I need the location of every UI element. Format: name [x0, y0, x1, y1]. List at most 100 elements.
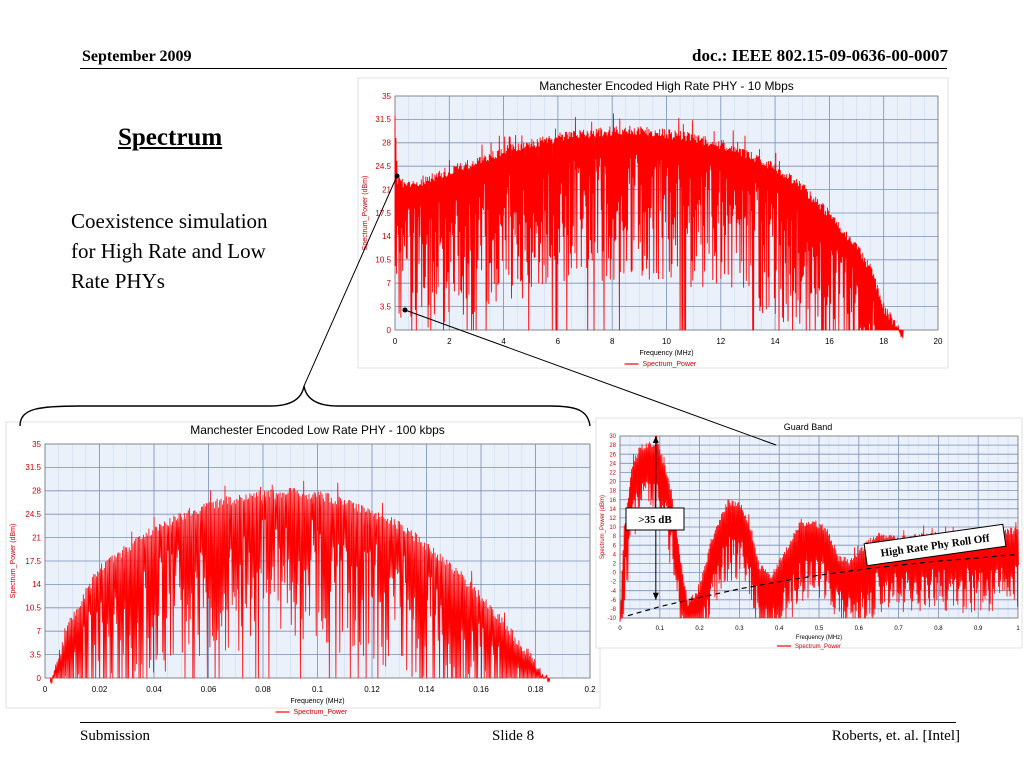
x-tick-label: 0.2 [584, 685, 596, 694]
y-axis-label: Spectrum_Power (dBm) [600, 495, 606, 559]
y-tick-label: 20 [609, 480, 616, 486]
y-tick-label: 22 [609, 471, 616, 477]
y-tick-label: 28 [32, 487, 41, 496]
body-line: Rate PHYs [71, 269, 165, 293]
y-tick-label: 14 [609, 507, 616, 513]
y-tick-label: 0 [613, 571, 617, 577]
x-tick-label: 0.6 [855, 626, 864, 632]
x-tick-label: 0.12 [364, 685, 380, 694]
y-tick-label: 31.5 [25, 463, 41, 472]
x-tick-label: 0.18 [528, 685, 544, 694]
x-tick-label: 0.14 [419, 685, 435, 694]
x-tick-label: 0.4 [775, 626, 784, 632]
y-tick-label: 35 [382, 92, 391, 101]
x-tick-label: 10 [662, 337, 671, 346]
x-tick-label: 18 [879, 337, 888, 346]
y-tick-label: 17.5 [25, 557, 41, 566]
header-rule [80, 68, 947, 69]
y-tick-label: 3.5 [30, 650, 42, 659]
db-callout-label: >35 dB [638, 514, 672, 526]
y-axis-label: Spectrum_Power (dBm) [362, 176, 369, 251]
y-tick-label: 2 [613, 562, 617, 568]
x-tick-label: 0.1 [312, 685, 324, 694]
x-tick-label: 6 [556, 337, 561, 346]
x-tick-label: 20 [934, 337, 943, 346]
y-tick-label: -10 [607, 616, 616, 622]
y-tick-label: 14 [32, 580, 41, 589]
y-tick-label: 0 [387, 326, 392, 335]
chart-1: 0 2 4 6 8 10 12 14 16 18 20 0 3.5 7 10.5 14 17.5 21 24.5 28… [357, 77, 949, 369]
x-tick-label: 2 [447, 337, 452, 346]
x-tick-label: 0.8 [934, 626, 943, 632]
y-tick-label: 14 [382, 232, 391, 241]
y-tick-label: 21 [32, 533, 41, 542]
x-tick-label: 0 [618, 626, 622, 632]
footer-center: Slide 8 [492, 728, 535, 744]
x-tick-label: 0.08 [255, 685, 271, 694]
chart-title: Manchester Encoded High Rate PHY - 10 Mb… [539, 79, 794, 93]
legend-label: Spectrum_Power [294, 709, 348, 716]
y-tick-label: 7 [37, 627, 42, 636]
y-tick-label: -2 [611, 580, 617, 586]
x-tick-label: 0 [43, 685, 48, 694]
y-tick-label: -8 [611, 607, 617, 613]
legend-label: Spectrum_Power [795, 644, 841, 650]
x-tick-label: 1 [1016, 626, 1020, 632]
slide-body: Coexistence simulation for High Rate and… [71, 206, 321, 296]
db-callout-box [625, 507, 685, 531]
y-tick-label: 10.5 [25, 604, 41, 613]
arrowhead-down-icon [652, 592, 659, 600]
y-tick-label: 30 [609, 434, 616, 440]
arrowhead-up-icon [652, 436, 659, 443]
y-tick-label: 3.5 [380, 302, 392, 311]
x-tick-label: 16 [825, 337, 834, 346]
footer-left: Submission [80, 728, 151, 744]
y-tick-label: 0 [37, 674, 42, 683]
y-tick-label: 31.5 [375, 115, 391, 124]
leader-line-guard [404, 309, 777, 446]
x-tick-label: 12 [716, 337, 725, 346]
y-tick-label: 7 [387, 279, 392, 288]
x-tick-label: 0.04 [146, 685, 162, 694]
y-tick-label: 24.5 [25, 510, 41, 519]
y-tick-label: 4 [613, 552, 617, 558]
y-tick-label: 10.5 [375, 256, 391, 265]
chart-title: Manchester Encoded Low Rate PHY - 100 kb… [190, 423, 445, 437]
spectrum-trace [394, 113, 904, 339]
footer-right: Roberts, et. al. [Intel] [831, 728, 960, 744]
y-tick-label: 24 [609, 461, 616, 467]
x-tick-label: 0.2 [695, 626, 704, 632]
leader-dot-top [394, 173, 400, 179]
x-tick-label: 0.3 [735, 626, 744, 632]
chart-2: 0 0.02 0.04 0.06 0.08 0.1 0.12 0.14 0.16 0.18 0.2 0… [5, 421, 601, 716]
x-tick-label: 0.5 [815, 626, 824, 632]
x-tick-label: 0.7 [894, 626, 903, 632]
body-line: for High Rate and Low [71, 239, 266, 263]
rolloff-callout-box [863, 523, 1007, 567]
slide-title: Spectrum [118, 124, 223, 151]
curly-brace [19, 385, 591, 427]
x-tick-label: 0.06 [201, 685, 217, 694]
y-tick-label: 12 [609, 516, 616, 522]
x-axis-label: Frequency (MHz) [796, 635, 842, 641]
y-axis-label: Spectrum_Power (dBm) [10, 524, 17, 599]
body-line: Coexistence simulation [71, 209, 268, 233]
x-tick-label: 0.1 [656, 626, 665, 632]
y-tick-label: 18 [609, 489, 616, 495]
x-tick-label: 0.16 [473, 685, 489, 694]
y-tick-label: 24.5 [375, 162, 391, 171]
rolloff-curve [627, 553, 1019, 617]
leader-line-top [303, 175, 398, 387]
y-tick-label: 8 [613, 534, 617, 540]
y-tick-label: 6 [613, 543, 617, 549]
y-tick-label: 10 [609, 525, 616, 531]
x-tick-label: 4 [501, 337, 506, 346]
x-axis-label: Frequency (MHz) [639, 350, 693, 357]
y-tick-label: 35 [32, 440, 41, 449]
spectrum-trace [50, 480, 551, 684]
x-axis-label: Frequency (MHz) [290, 698, 344, 705]
header-doc-id: doc.: IEEE 802.15-09-0636-00-0007 [692, 46, 948, 65]
plot-border [44, 443, 591, 679]
y-tick-label: 21 [382, 185, 391, 194]
